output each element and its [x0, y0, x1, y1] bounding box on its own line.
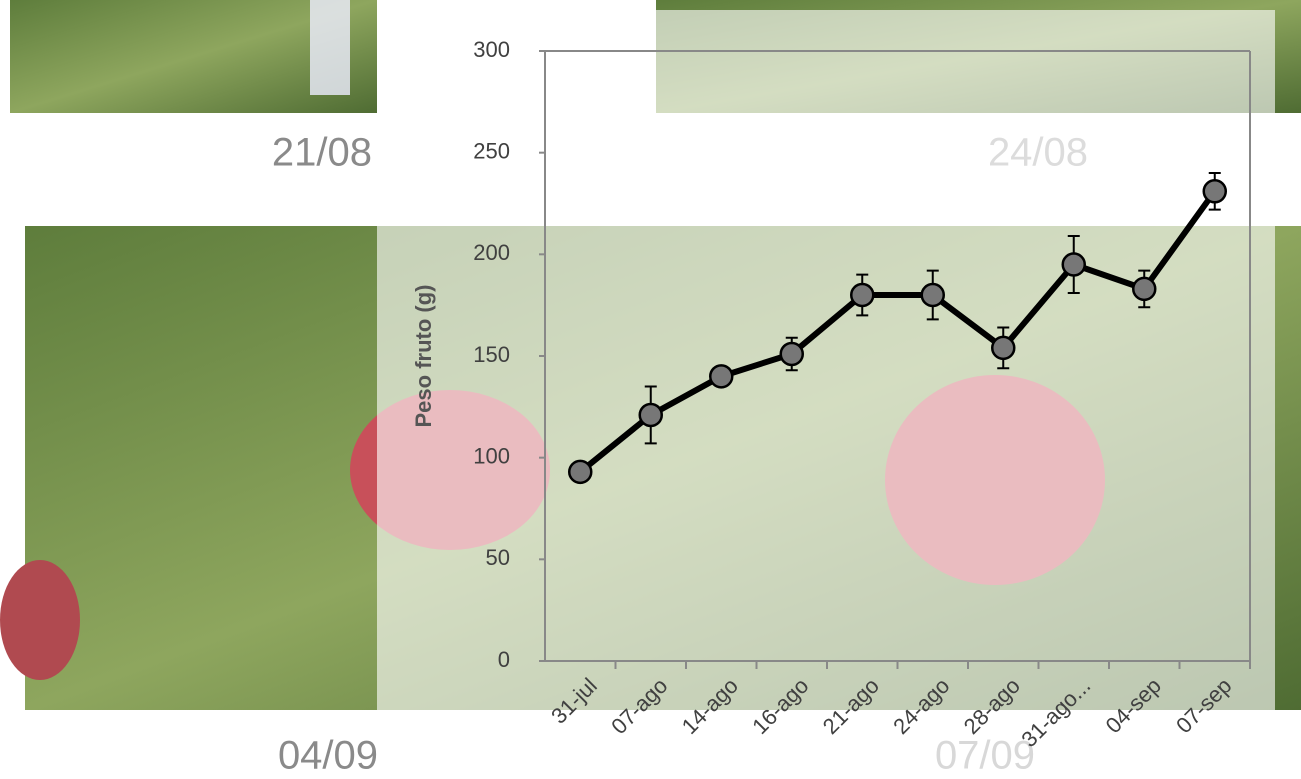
overlay [377, 10, 1275, 710]
marker [779, 341, 804, 367]
y-tick-label: 50 [486, 545, 510, 570]
marker [1132, 276, 1157, 302]
marker [1202, 179, 1227, 204]
photo-label: 21/08 [272, 131, 372, 175]
marker [568, 459, 593, 485]
marker [709, 364, 734, 389]
y-tick-label: 100 [473, 443, 510, 468]
photo-label: 04/09 [278, 734, 378, 778]
y-tick-label: 200 [473, 240, 510, 265]
marker [638, 402, 663, 428]
marker [1061, 252, 1086, 277]
y-tick-label: 0 [498, 647, 510, 672]
y-tick-label: 150 [473, 342, 510, 367]
marker [991, 335, 1016, 361]
marker [920, 282, 945, 308]
y-tick-label: 250 [473, 138, 510, 163]
photo-label: 07/09 [935, 734, 1035, 778]
y-tick-label: 300 [473, 37, 510, 62]
marker [850, 282, 875, 308]
photo-label: 24/08 [988, 131, 1088, 175]
y-axis-label: Peso fruto (g) [411, 285, 436, 428]
line [578, 189, 1218, 475]
